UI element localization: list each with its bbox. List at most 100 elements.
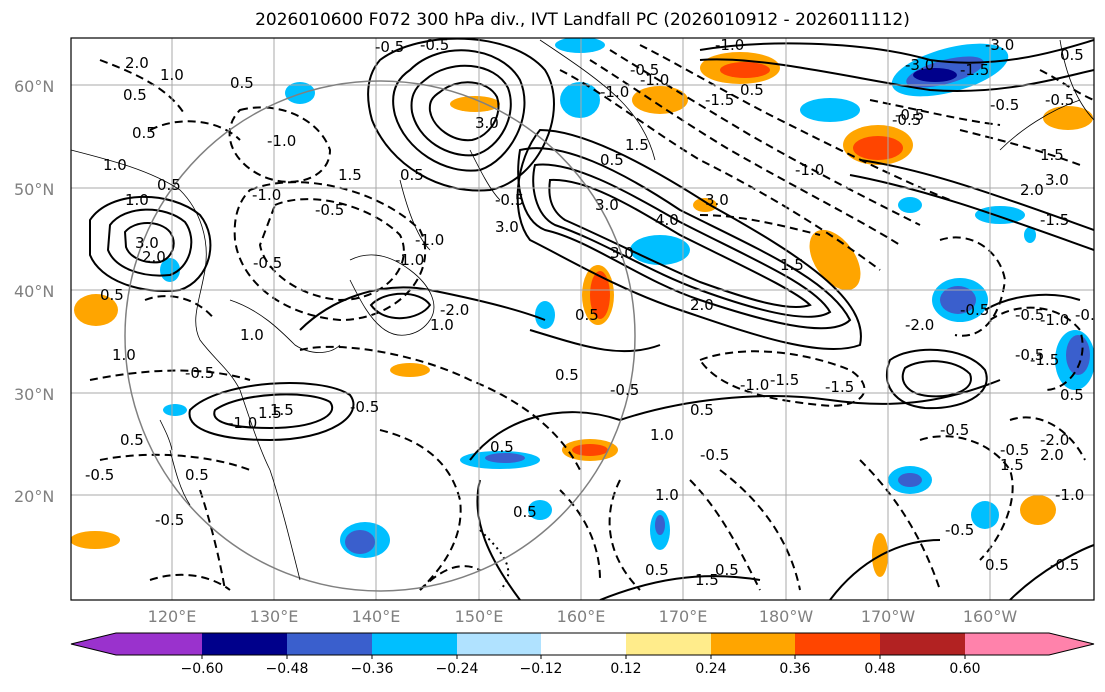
svg-text:-0.5: -0.5 xyxy=(1075,306,1104,324)
svg-text:-0.5: -0.5 xyxy=(895,106,924,124)
svg-text:-0.5: -0.5 xyxy=(315,201,344,219)
svg-text:0.5: 0.5 xyxy=(400,166,424,184)
colorbar-tick: 0.60 xyxy=(949,661,981,677)
colorbar-tick: −0.24 xyxy=(435,661,479,677)
negative-divergence-contours xyxy=(89,44,1094,591)
svg-text:-0.5: -0.5 xyxy=(350,398,379,416)
svg-text:0.5: 0.5 xyxy=(513,503,537,521)
lon-label-170e: 170°E xyxy=(658,607,708,626)
svg-text:1.0: 1.0 xyxy=(103,156,127,174)
svg-text:-1.5: -1.5 xyxy=(705,91,734,109)
svg-text:2.0: 2.0 xyxy=(1020,181,1044,199)
svg-text:-0.5: -0.5 xyxy=(945,521,974,539)
svg-text:-0.5: -0.5 xyxy=(1000,441,1029,459)
colorbar-tick: 0.36 xyxy=(779,661,811,677)
lon-label-180w: 180°W xyxy=(758,607,814,626)
svg-text:-3.0: -3.0 xyxy=(905,56,934,74)
svg-text:-0.5: -0.5 xyxy=(940,421,969,439)
svg-text:1.5: 1.5 xyxy=(270,401,294,419)
svg-text:-0.5: -0.5 xyxy=(1050,556,1079,574)
svg-text:0.5: 0.5 xyxy=(120,431,144,449)
lon-label-130e: 130°E xyxy=(249,607,299,626)
svg-text:-1.0: -1.0 xyxy=(600,83,629,101)
svg-text:-0.5: -0.5 xyxy=(610,381,639,399)
svg-text:-0.5: -0.5 xyxy=(185,364,214,382)
svg-text:3.0: 3.0 xyxy=(495,218,519,236)
svg-text:0.5: 0.5 xyxy=(100,286,124,304)
svg-text:-1.0: -1.0 xyxy=(395,251,424,269)
svg-text:0.5: 0.5 xyxy=(645,561,669,579)
svg-text:-2.0: -2.0 xyxy=(440,301,469,319)
lon-label-140e: 140°E xyxy=(351,607,401,626)
svg-text:1.5: 1.5 xyxy=(625,136,649,154)
svg-text:-3.0: -3.0 xyxy=(985,36,1014,54)
ivt-shading xyxy=(71,38,1094,577)
svg-text:0.5: 0.5 xyxy=(185,466,209,484)
svg-text:1.0: 1.0 xyxy=(430,316,454,334)
svg-text:-0.5: -0.5 xyxy=(420,36,449,54)
svg-text:0.5: 0.5 xyxy=(1060,46,1084,64)
svg-text:3.0: 3.0 xyxy=(610,244,634,262)
colorbar-tick: −0.48 xyxy=(265,661,309,677)
svg-text:1.0: 1.0 xyxy=(655,486,679,504)
coastlines xyxy=(71,39,1094,581)
svg-text:1.0: 1.0 xyxy=(650,426,674,444)
svg-text:0.5: 0.5 xyxy=(600,151,624,169)
svg-text:1.0: 1.0 xyxy=(112,346,136,364)
svg-text:3.0: 3.0 xyxy=(1045,171,1069,189)
svg-text:-1.0: -1.0 xyxy=(252,186,281,204)
svg-text:1.5: 1.5 xyxy=(1040,146,1064,164)
lat-label-50n: 50°N xyxy=(14,180,55,199)
svg-text:-0.5: -0.5 xyxy=(375,38,404,56)
svg-text:-1.0: -1.0 xyxy=(228,414,257,432)
svg-text:2.0: 2.0 xyxy=(125,54,149,72)
lon-label-150e: 150°E xyxy=(454,607,504,626)
svg-text:-1.0: -1.0 xyxy=(795,161,824,179)
map-title: 2026010600 F072 300 hPa div., IVT Landfa… xyxy=(255,10,910,30)
svg-text:3.0: 3.0 xyxy=(135,234,159,252)
graticule xyxy=(71,38,1094,600)
svg-text:-1.0: -1.0 xyxy=(740,376,769,394)
svg-text:-0.5: -0.5 xyxy=(630,61,659,79)
contour-labels: 2.0 1.0 0.5 -0.5 0.5 0.5 1.0 -1.0 0.5 1.… xyxy=(85,36,1104,589)
svg-text:-1.5: -1.5 xyxy=(1030,351,1059,369)
svg-text:3.0: 3.0 xyxy=(595,196,619,214)
svg-text:-0.5: -0.5 xyxy=(990,96,1019,114)
svg-text:0.5: 0.5 xyxy=(123,86,147,104)
svg-text:-0.5: -0.5 xyxy=(85,466,114,484)
colorbar-tick: 0.48 xyxy=(864,661,896,677)
svg-text:-1.5: -1.5 xyxy=(1040,211,1069,229)
svg-text:3.0: 3.0 xyxy=(475,114,499,132)
svg-text:0.5: 0.5 xyxy=(715,561,739,579)
range-circle xyxy=(124,80,636,592)
svg-text:-2.0: -2.0 xyxy=(1040,431,1069,449)
svg-text:1.5: 1.5 xyxy=(258,404,282,422)
svg-text:0.5: 0.5 xyxy=(740,81,764,99)
lon-label-160e: 160°E xyxy=(556,607,606,626)
svg-text:1.5: 1.5 xyxy=(1000,456,1024,474)
svg-text:-0.5: -0.5 xyxy=(495,191,524,209)
svg-text:1.0: 1.0 xyxy=(125,191,149,209)
svg-text:-1.0: -1.0 xyxy=(715,36,744,54)
svg-text:0.5: 0.5 xyxy=(132,124,156,142)
svg-text:1.5: 1.5 xyxy=(338,166,362,184)
map-frame xyxy=(70,37,1095,601)
svg-text:-2.0: -2.0 xyxy=(905,316,934,334)
svg-text:0.5: 0.5 xyxy=(230,74,254,92)
svg-text:2.0: 2.0 xyxy=(690,296,714,314)
svg-text:-1.0: -1.0 xyxy=(415,231,444,249)
svg-text:-1.5: -1.5 xyxy=(825,378,854,396)
svg-text:1.0: 1.0 xyxy=(160,66,184,84)
colorbar-tick: 0.12 xyxy=(610,661,642,677)
svg-text:-0.5: -0.5 xyxy=(1015,306,1044,324)
svg-text:1.5: 1.5 xyxy=(695,571,719,589)
svg-text:0.5: 0.5 xyxy=(157,176,181,194)
lat-label-30n: 30°N xyxy=(14,385,55,404)
svg-text:-1.0: -1.0 xyxy=(640,71,669,89)
lat-label-60n: 60°N xyxy=(14,77,55,96)
lon-label-160w: 160°W xyxy=(962,607,1018,626)
svg-text:-0.5: -0.5 xyxy=(892,111,921,129)
colorbar-tick: −0.12 xyxy=(519,661,563,677)
svg-text:-0.5: -0.5 xyxy=(1015,346,1044,364)
